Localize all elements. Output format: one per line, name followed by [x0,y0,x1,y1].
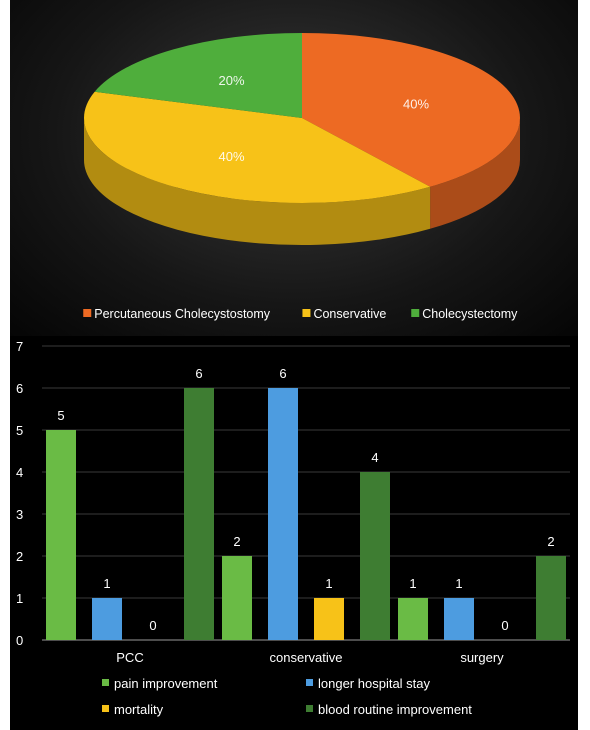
bar-pcc-longer-hospital-stay [92,598,122,640]
bar-data-label: 1 [103,576,110,591]
x-tick-label-surgery: surgery [460,650,504,665]
y-tick-label: 6 [16,381,23,396]
y-tick-label: 7 [16,339,23,354]
legend-label-blood-routine-improvement: blood routine improvement [318,702,472,717]
bar-surgery-longer-hospital-stay [444,598,474,640]
x-tick-label-pcc: PCC [116,650,143,665]
pie-data-label: 40% [219,149,245,164]
legend-swatch-longer-hospital-stay [306,679,313,686]
bar-data-label: 2 [233,534,240,549]
legend-swatch-cholecystectomy [411,309,420,317]
pie-data-label: 20% [219,73,245,88]
pie-slice-conservative [84,91,431,203]
bar-legend: pain improvement longer hospital stay mort… [102,676,472,717]
pie-slice-cholecystectomy [94,33,302,118]
bar-data-label: 1 [455,576,462,591]
bar-grid [42,345,570,641]
bar-conservative-longer-hospital-stay [268,388,298,640]
pie-chart: 40% 40% 20% Percutaneous Cholecystostomy Co… [83,33,520,321]
y-tick-label: 5 [16,423,23,438]
legend-label-pain-improvement: pain improvement [114,676,218,691]
legend-swatch-blood-routine-improvement [306,705,313,712]
y-tick-label: 2 [16,549,23,564]
bar-data-label: 1 [409,576,416,591]
bar-surgery-blood-routine-improvement [536,556,566,640]
bar-data-label: 1 [325,576,332,591]
bar-conservative-mortality [314,598,344,640]
legend-label-mortality: mortality [114,702,164,717]
y-tick-label: 4 [16,465,23,480]
legend-swatch-pain-improvement [102,679,109,686]
pie-chart-panel: 40% 40% 20% Percutaneous Cholecystostomy Co… [10,0,578,336]
bar-conservative-pain-improvement [222,556,252,640]
legend-label-longer-hospital-stay: longer hospital stay [318,676,431,691]
bar-pcc-pain-improvement [46,430,76,640]
bar-data-label: 5 [57,408,64,423]
y-tick-label: 1 [16,591,23,606]
legend-swatch-percutaneous-cholecystostomy [83,309,92,317]
pie-top-group [84,33,520,203]
pie-side-group [84,118,520,245]
bar-surgery-pain-improvement [398,598,428,640]
bar-data-label: 4 [371,450,378,465]
pie-side-conservative [84,118,431,245]
x-tick-label-conservative: conservative [270,650,343,665]
pie-data-label: 40% [403,97,429,112]
bar-axis: 0 1 2 3 4 5 6 7 PCC conservative surgery [16,339,504,665]
bar-data-label: 0 [149,618,156,633]
pie-label-group: 40% 40% 20% [219,73,430,164]
bar-data-label: 0 [501,618,508,633]
bar-data-label: 6 [279,366,286,381]
bar-conservative-blood-routine-improvement [360,472,390,640]
pie-slice-percutaneous-cholecystostomy [302,33,520,187]
bar-data-label: 6 [195,366,202,381]
y-tick-label: 0 [16,633,23,648]
pie-legend: Percutaneous Cholecystostomy Conservative… [83,307,518,321]
bar-data-label: 2 [547,534,554,549]
legend-swatch-conservative [302,309,311,317]
pie-side-percutaneous-cholecystostomy [430,118,520,229]
bar-pcc-blood-routine-improvement [184,388,214,640]
legend-label-cholecystectomy: Cholecystectomy [422,307,518,321]
legend-swatch-mortality [102,705,109,712]
legend-label-percutaneous-cholecystostomy: Percutaneous Cholecystostomy [94,307,271,321]
y-tick-label: 3 [16,507,23,522]
legend-label-conservative: Conservative [313,307,386,321]
